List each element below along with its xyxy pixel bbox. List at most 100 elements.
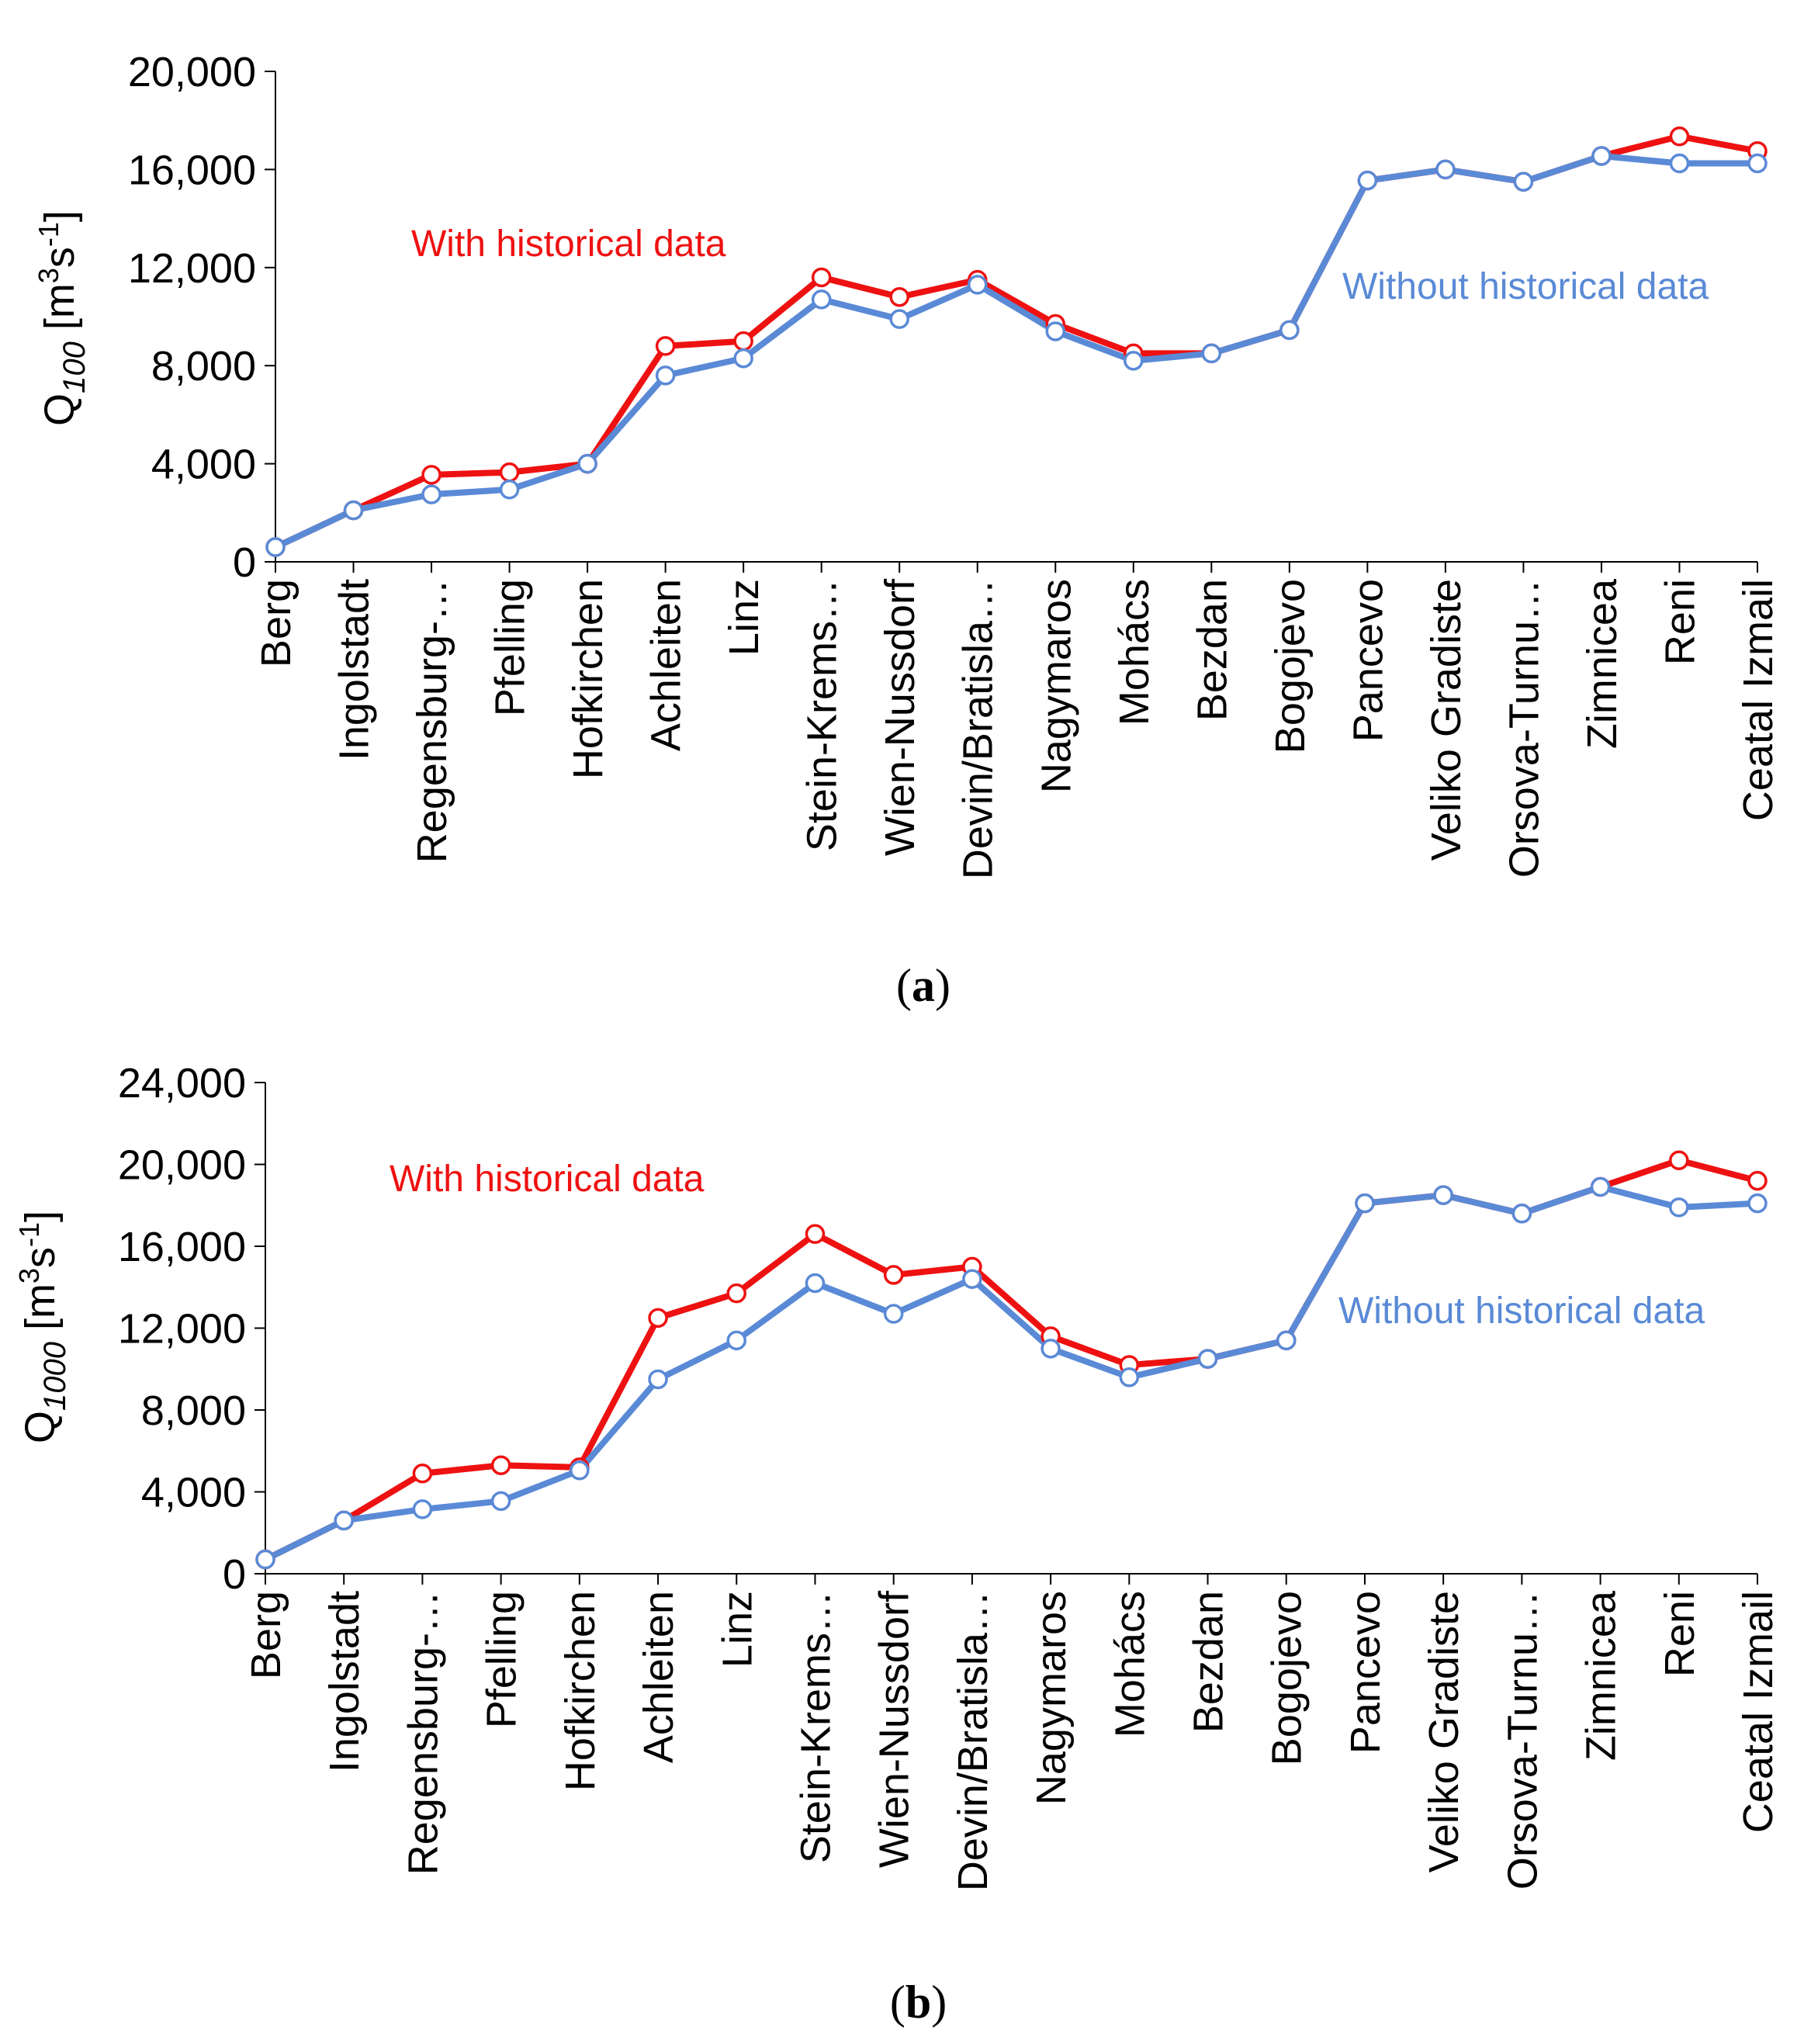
data-point bbox=[1433, 1185, 1453, 1205]
series-label: Without historical data bbox=[1338, 1290, 1705, 1332]
series-line-without-historical bbox=[274, 153, 1757, 550]
y-tick-label: 0 bbox=[223, 1551, 246, 1598]
x-tick-label: Ceatal Izmail bbox=[1735, 1591, 1781, 1833]
data-point bbox=[962, 1269, 982, 1289]
data-point bbox=[343, 500, 364, 521]
data-point bbox=[655, 336, 676, 356]
x-tick-label: Pancevo bbox=[1345, 579, 1391, 742]
x-tick-label: Regensburg-… bbox=[400, 1591, 446, 1875]
data-point bbox=[733, 331, 753, 352]
data-point bbox=[255, 1549, 275, 1570]
data-point bbox=[1747, 1170, 1768, 1191]
y-tick-label: 0 bbox=[233, 539, 256, 586]
series-label: With historical data bbox=[411, 223, 726, 265]
x-tick-label: Reni bbox=[1657, 579, 1703, 665]
x-tick-label: Ingolstadt bbox=[331, 579, 378, 760]
y-tick-label: 20,000 bbox=[128, 49, 256, 95]
x-tick-label: Nagymaros bbox=[1033, 579, 1079, 793]
data-point bbox=[1045, 321, 1066, 341]
y-tick-label: 4,000 bbox=[141, 1470, 246, 1516]
y-tick-label: 8,000 bbox=[141, 1387, 246, 1434]
x-tick-label: Devin/Bratisla… bbox=[955, 579, 1002, 879]
data-point bbox=[655, 365, 676, 386]
y-tick-label: 12,000 bbox=[118, 1306, 246, 1353]
x-tick-label: Mohács bbox=[1111, 579, 1158, 726]
y-tick-label: 16,000 bbox=[118, 1224, 246, 1270]
data-point bbox=[889, 309, 909, 329]
x-tick-label: Veliko Gradiste bbox=[1423, 579, 1470, 861]
x-tick-label: Devin/Bratisla… bbox=[950, 1591, 996, 1891]
x-tick-label: Zimnicea bbox=[1578, 1590, 1625, 1761]
x-tick-label: Bogojevo bbox=[1267, 579, 1314, 754]
data-point bbox=[1276, 1330, 1297, 1351]
x-tick-label: Stein-Krems… bbox=[799, 579, 846, 851]
data-point bbox=[889, 286, 909, 307]
data-point bbox=[1747, 1193, 1768, 1214]
data-point bbox=[1669, 1150, 1689, 1170]
x-tick-label: Linz bbox=[714, 1591, 760, 1668]
data-point bbox=[726, 1283, 747, 1304]
data-point bbox=[1669, 153, 1690, 174]
data-point bbox=[412, 1499, 433, 1519]
data-point bbox=[1357, 170, 1378, 191]
x-tick-label: Bogojevo bbox=[1264, 1591, 1311, 1765]
x-tick-label: Achleiten bbox=[643, 579, 690, 751]
data-point bbox=[883, 1265, 904, 1285]
series-line-without-historical bbox=[264, 1183, 1758, 1563]
x-tick-label: Berg bbox=[253, 579, 300, 667]
y-tick-label: 4,000 bbox=[151, 442, 256, 488]
data-point bbox=[499, 480, 520, 500]
data-point bbox=[1511, 1204, 1532, 1224]
data-point bbox=[811, 289, 832, 310]
data-point bbox=[1124, 351, 1144, 371]
data-point bbox=[421, 465, 441, 485]
data-point bbox=[334, 1510, 354, 1531]
data-point bbox=[1513, 171, 1534, 192]
panel-label: (b) bbox=[890, 1976, 947, 2028]
x-tick-label: Orsova-Turnu… bbox=[1499, 1591, 1546, 1890]
x-tick-label: Berg bbox=[243, 1591, 289, 1679]
x-tick-label: Reni bbox=[1657, 1591, 1703, 1677]
x-tick-label: Zimnicea bbox=[1579, 578, 1626, 749]
x-tick-label: Ingolstadt bbox=[321, 1591, 368, 1772]
data-point bbox=[265, 537, 286, 557]
data-point bbox=[1591, 146, 1612, 166]
x-tick-label: Pancevo bbox=[1342, 1591, 1389, 1754]
x-tick-label: Mohács bbox=[1106, 1591, 1153, 1737]
panel-label: (a) bbox=[896, 960, 950, 1011]
y-tick-label: 12,000 bbox=[128, 245, 256, 292]
y-axis-label: Q1000 [m3s-1] bbox=[13, 1211, 72, 1443]
x-tick-label: Hofkirchen bbox=[557, 1591, 604, 1791]
x-tick-label: Pfelling bbox=[479, 1591, 525, 1728]
series-line-with-historical bbox=[274, 133, 1758, 550]
x-tick-label: Veliko Gradiste bbox=[1421, 1591, 1467, 1873]
data-point bbox=[1747, 153, 1768, 174]
data-point bbox=[412, 1464, 433, 1484]
data-point bbox=[805, 1273, 826, 1294]
x-tick-label: Ceatal Izmail bbox=[1735, 579, 1781, 821]
data-point bbox=[1590, 1176, 1611, 1197]
x-tick-label: Bezdan bbox=[1189, 579, 1235, 721]
data-point bbox=[1119, 1367, 1140, 1387]
data-point bbox=[1435, 159, 1456, 180]
x-tick-label: Linz bbox=[721, 579, 767, 656]
data-point bbox=[648, 1369, 668, 1390]
x-tick-label: Hofkirchen bbox=[565, 579, 611, 779]
x-tick-label: Stein-Krems… bbox=[792, 1591, 839, 1863]
data-point bbox=[570, 1460, 590, 1481]
data-point bbox=[883, 1304, 904, 1324]
x-tick-label: Orsova-Turnu… bbox=[1501, 579, 1547, 878]
data-point bbox=[1279, 320, 1300, 341]
x-tick-label: Wien-Nussdorf bbox=[877, 578, 923, 856]
y-tick-label: 24,000 bbox=[118, 1060, 246, 1107]
series-label: With historical data bbox=[390, 1159, 705, 1200]
data-point bbox=[726, 1330, 747, 1351]
x-tick-label: Pfelling bbox=[487, 579, 534, 716]
data-point bbox=[733, 348, 753, 369]
chart-panel-b: 0 4,000 8,000 12,000 16,000 20,000 24,000 Berg I… bbox=[13, 1060, 1781, 2028]
data-point bbox=[805, 1224, 826, 1244]
data-point bbox=[1201, 343, 1222, 364]
data-point bbox=[421, 484, 441, 504]
data-point bbox=[490, 1455, 511, 1475]
